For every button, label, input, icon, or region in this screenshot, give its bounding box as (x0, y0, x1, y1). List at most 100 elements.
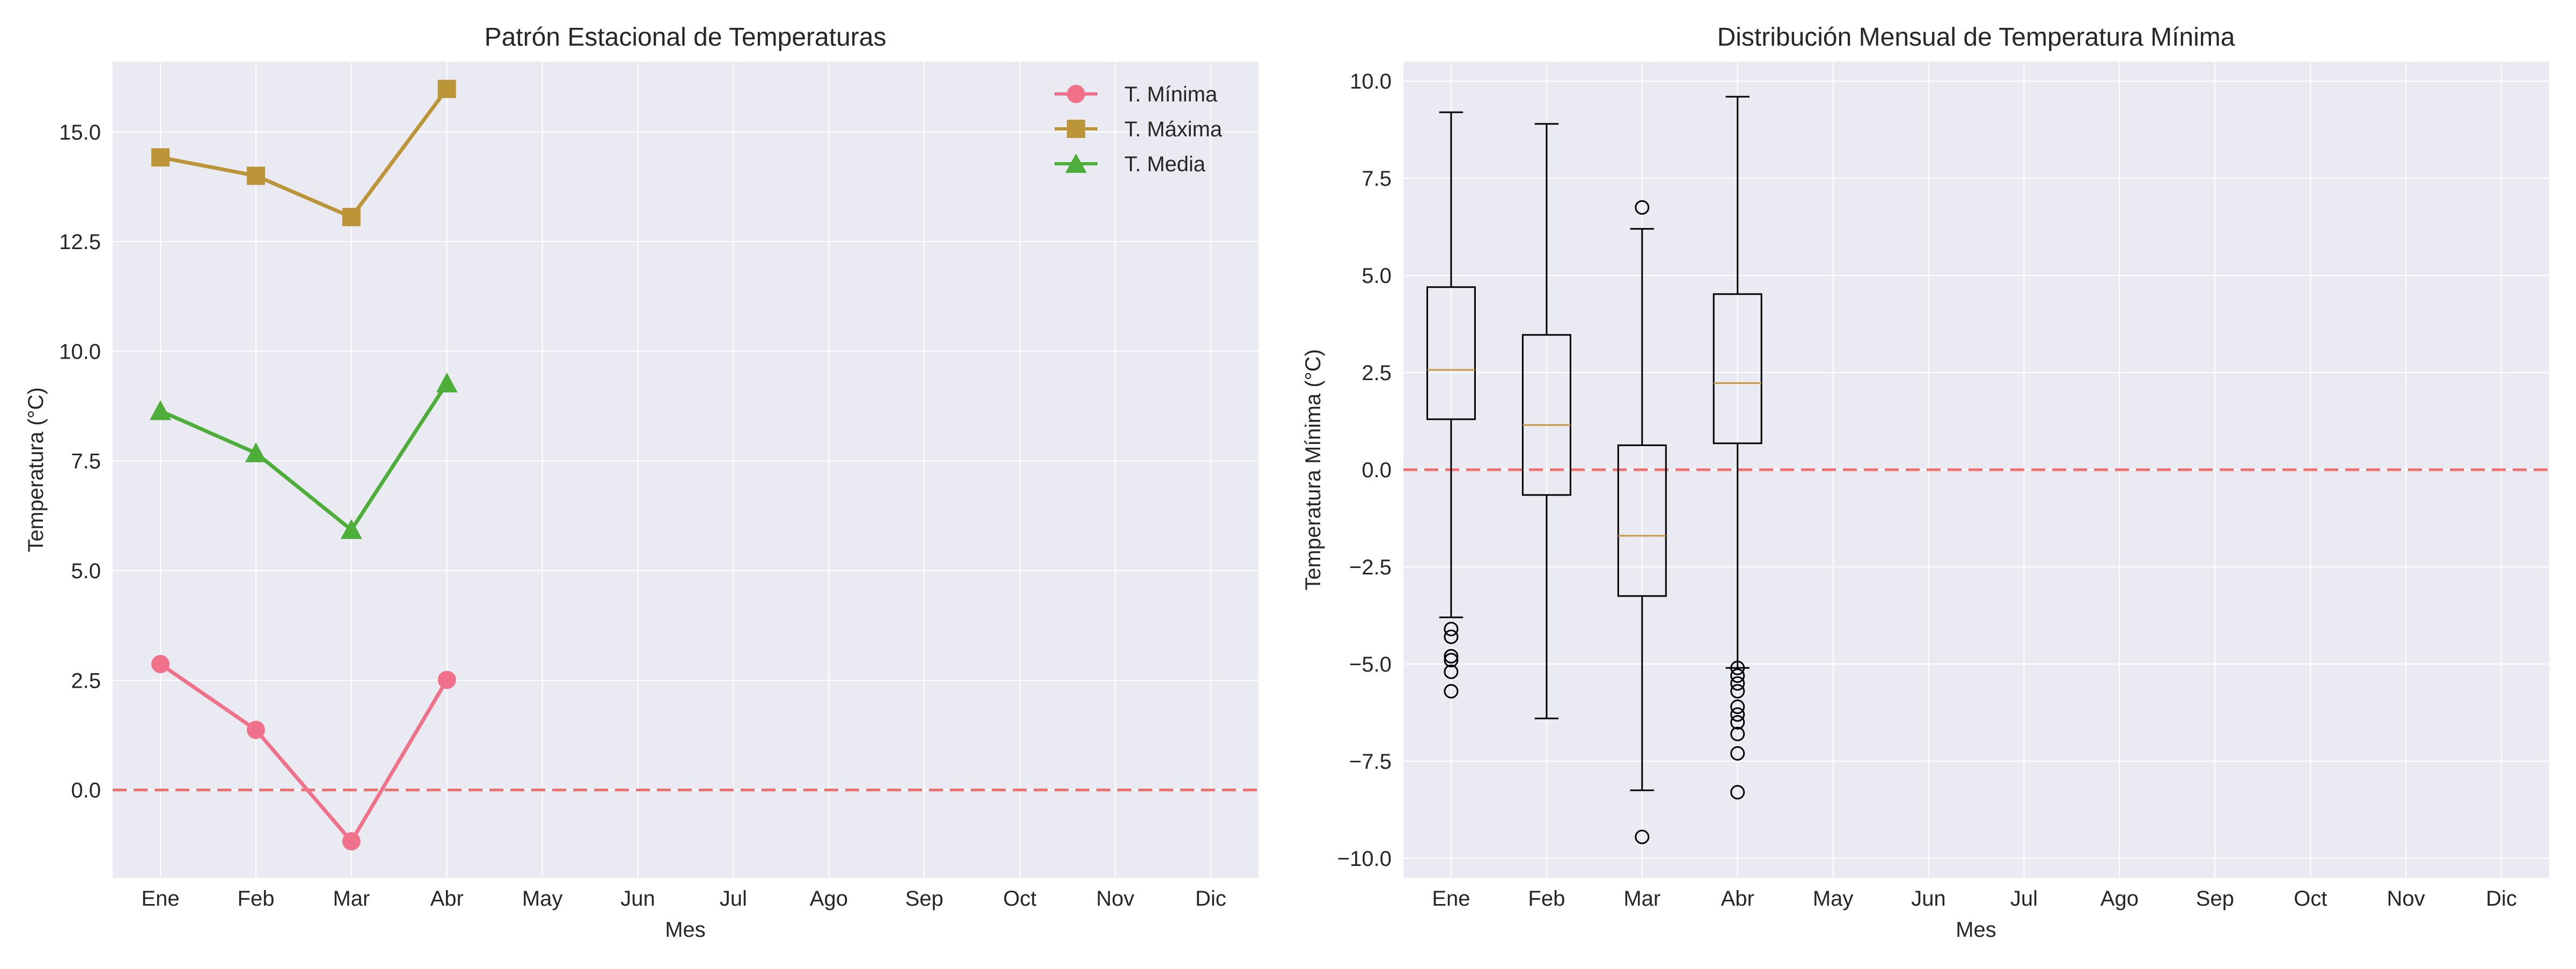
box-feb (1521, 123, 1571, 719)
outlier-point (1444, 649, 1459, 664)
x-tick-label: Jul (2010, 887, 2038, 910)
box-iqr (1521, 334, 1571, 496)
x-tick-label: Dic (2486, 887, 2517, 910)
legend-marker-square (1067, 120, 1085, 138)
y-tick-label: 5.0 (71, 559, 101, 583)
line-chart-xlabel: Mes (665, 918, 706, 942)
data-point-circle (151, 655, 170, 674)
box-iqr (1426, 286, 1476, 420)
x-tick-label: Dic (1195, 887, 1226, 910)
x-tick-label: Ene (141, 887, 179, 910)
legend-item-t-maxima: T. Máxima (1055, 118, 1223, 141)
data-point-circle (342, 832, 361, 851)
x-tick-label: Ago (810, 887, 848, 910)
box-iqr (1713, 293, 1762, 445)
outlier-point (1730, 746, 1745, 761)
y-tick-label: 7.5 (1362, 167, 1392, 191)
outlier-point (1444, 664, 1459, 679)
outlier-point (1730, 668, 1745, 683)
x-tick-label: May (522, 887, 563, 910)
outlier-point (1444, 622, 1459, 637)
outlier-point (1730, 676, 1745, 691)
x-tick-label: Abr (430, 887, 464, 910)
outlier-point (1730, 726, 1745, 741)
outlier-point (1635, 829, 1650, 844)
y-tick-label: 12.5 (59, 230, 101, 254)
line-chart-panel: 0.0 2.5 5.0 7.5 10.0 12.5 15.0 Ene Feb Mar Abr May… (24, 23, 1258, 942)
data-point-triangle (149, 400, 171, 420)
y-tick-label: 7.5 (71, 450, 101, 473)
series-line (159, 382, 449, 532)
outlier-point (1730, 684, 1745, 699)
x-tick-label: Jun (620, 887, 655, 910)
data-point-triangle (340, 519, 362, 539)
box-abr (1713, 96, 1762, 800)
box-mar (1617, 200, 1667, 844)
data-point-square (342, 208, 361, 227)
y-tick-label: −10.0 (1337, 847, 1392, 871)
outlier-point (1444, 653, 1459, 668)
y-tick-label: 2.5 (71, 669, 101, 693)
y-tick-label: 5.0 (1362, 264, 1392, 288)
x-tick-label: Jul (720, 887, 747, 910)
x-tick-label: Mar (1623, 887, 1660, 910)
box-ene (1426, 111, 1476, 699)
x-tick-label: May (1813, 887, 1854, 910)
x-tick-label: Ene (1432, 887, 1470, 910)
legend-marker-circle (1067, 85, 1085, 103)
data-point-triangle (245, 442, 267, 462)
y-tick-label: −5.0 (1349, 653, 1392, 676)
x-tick-label: Mar (333, 887, 370, 910)
line-chart-title: Patrón Estacional de Temperaturas (485, 23, 887, 52)
x-tick-label: Feb (237, 887, 274, 910)
box-chart-xlabel: Mes (1956, 918, 1996, 942)
x-tick-label: Feb (1528, 887, 1565, 910)
legend-label: T. Media (1124, 152, 1206, 176)
box-chart-ylabel: Temperatura Mínima (°C) (1301, 349, 1325, 590)
outlier-point (1730, 785, 1745, 800)
data-point-square (437, 79, 456, 98)
x-tick-label: Sep (2196, 887, 2234, 910)
y-tick-label: 15.0 (59, 121, 101, 144)
outlier-point (1730, 660, 1745, 675)
y-tick-label: −7.5 (1349, 750, 1392, 774)
x-tick-label: Nov (1096, 887, 1135, 910)
y-tick-label: 0.0 (1362, 458, 1392, 482)
line-chart-legend: T. Mínima T. Máxima T. Media (1055, 83, 1223, 176)
y-tick-label: 10.0 (59, 340, 101, 363)
box-chart-title: Distribución Mensual de Temperatura Míni… (1717, 23, 2235, 52)
data-point-circle (437, 671, 456, 689)
outlier-point (1444, 684, 1459, 699)
outlier-point (1444, 629, 1459, 644)
line-chart-ylabel: Temperatura (°C) (24, 387, 48, 552)
outlier-point (1730, 700, 1745, 715)
x-tick-label: Nov (2387, 887, 2425, 910)
y-tick-label: 0.0 (71, 779, 101, 803)
x-tick-label: Ago (2101, 887, 2139, 910)
data-point-square (246, 166, 265, 185)
outlier-point (1730, 715, 1745, 730)
legend-item-t-minima: T. Mínima (1055, 83, 1218, 106)
y-tick-label: 2.5 (1362, 361, 1392, 385)
legend-marker-triangle (1065, 154, 1087, 173)
data-point-triangle (436, 373, 458, 393)
data-point-square (151, 148, 170, 167)
box-iqr (1617, 444, 1667, 597)
x-tick-label: Oct (1003, 887, 1036, 910)
outlier-point (1635, 200, 1650, 215)
legend-label: T. Mínima (1124, 83, 1218, 106)
x-tick-label: Oct (2294, 887, 2327, 910)
series-line (159, 662, 449, 843)
x-tick-label: Jun (1911, 887, 1946, 910)
legend-label: T. Máxima (1124, 118, 1223, 141)
box-chart-panel: −10.0 −7.5 −5.0 −2.5 0.0 2.5 5.0 7.5 10.0 Ene Feb… (1301, 23, 2549, 942)
data-point-circle (246, 720, 265, 739)
y-tick-label: −2.5 (1349, 556, 1392, 579)
x-tick-label: Sep (905, 887, 943, 910)
outlier-point (1730, 707, 1745, 722)
legend-item-t-media: T. Media (1055, 152, 1206, 176)
x-tick-label: Abr (1721, 887, 1754, 910)
series-line (160, 88, 449, 219)
